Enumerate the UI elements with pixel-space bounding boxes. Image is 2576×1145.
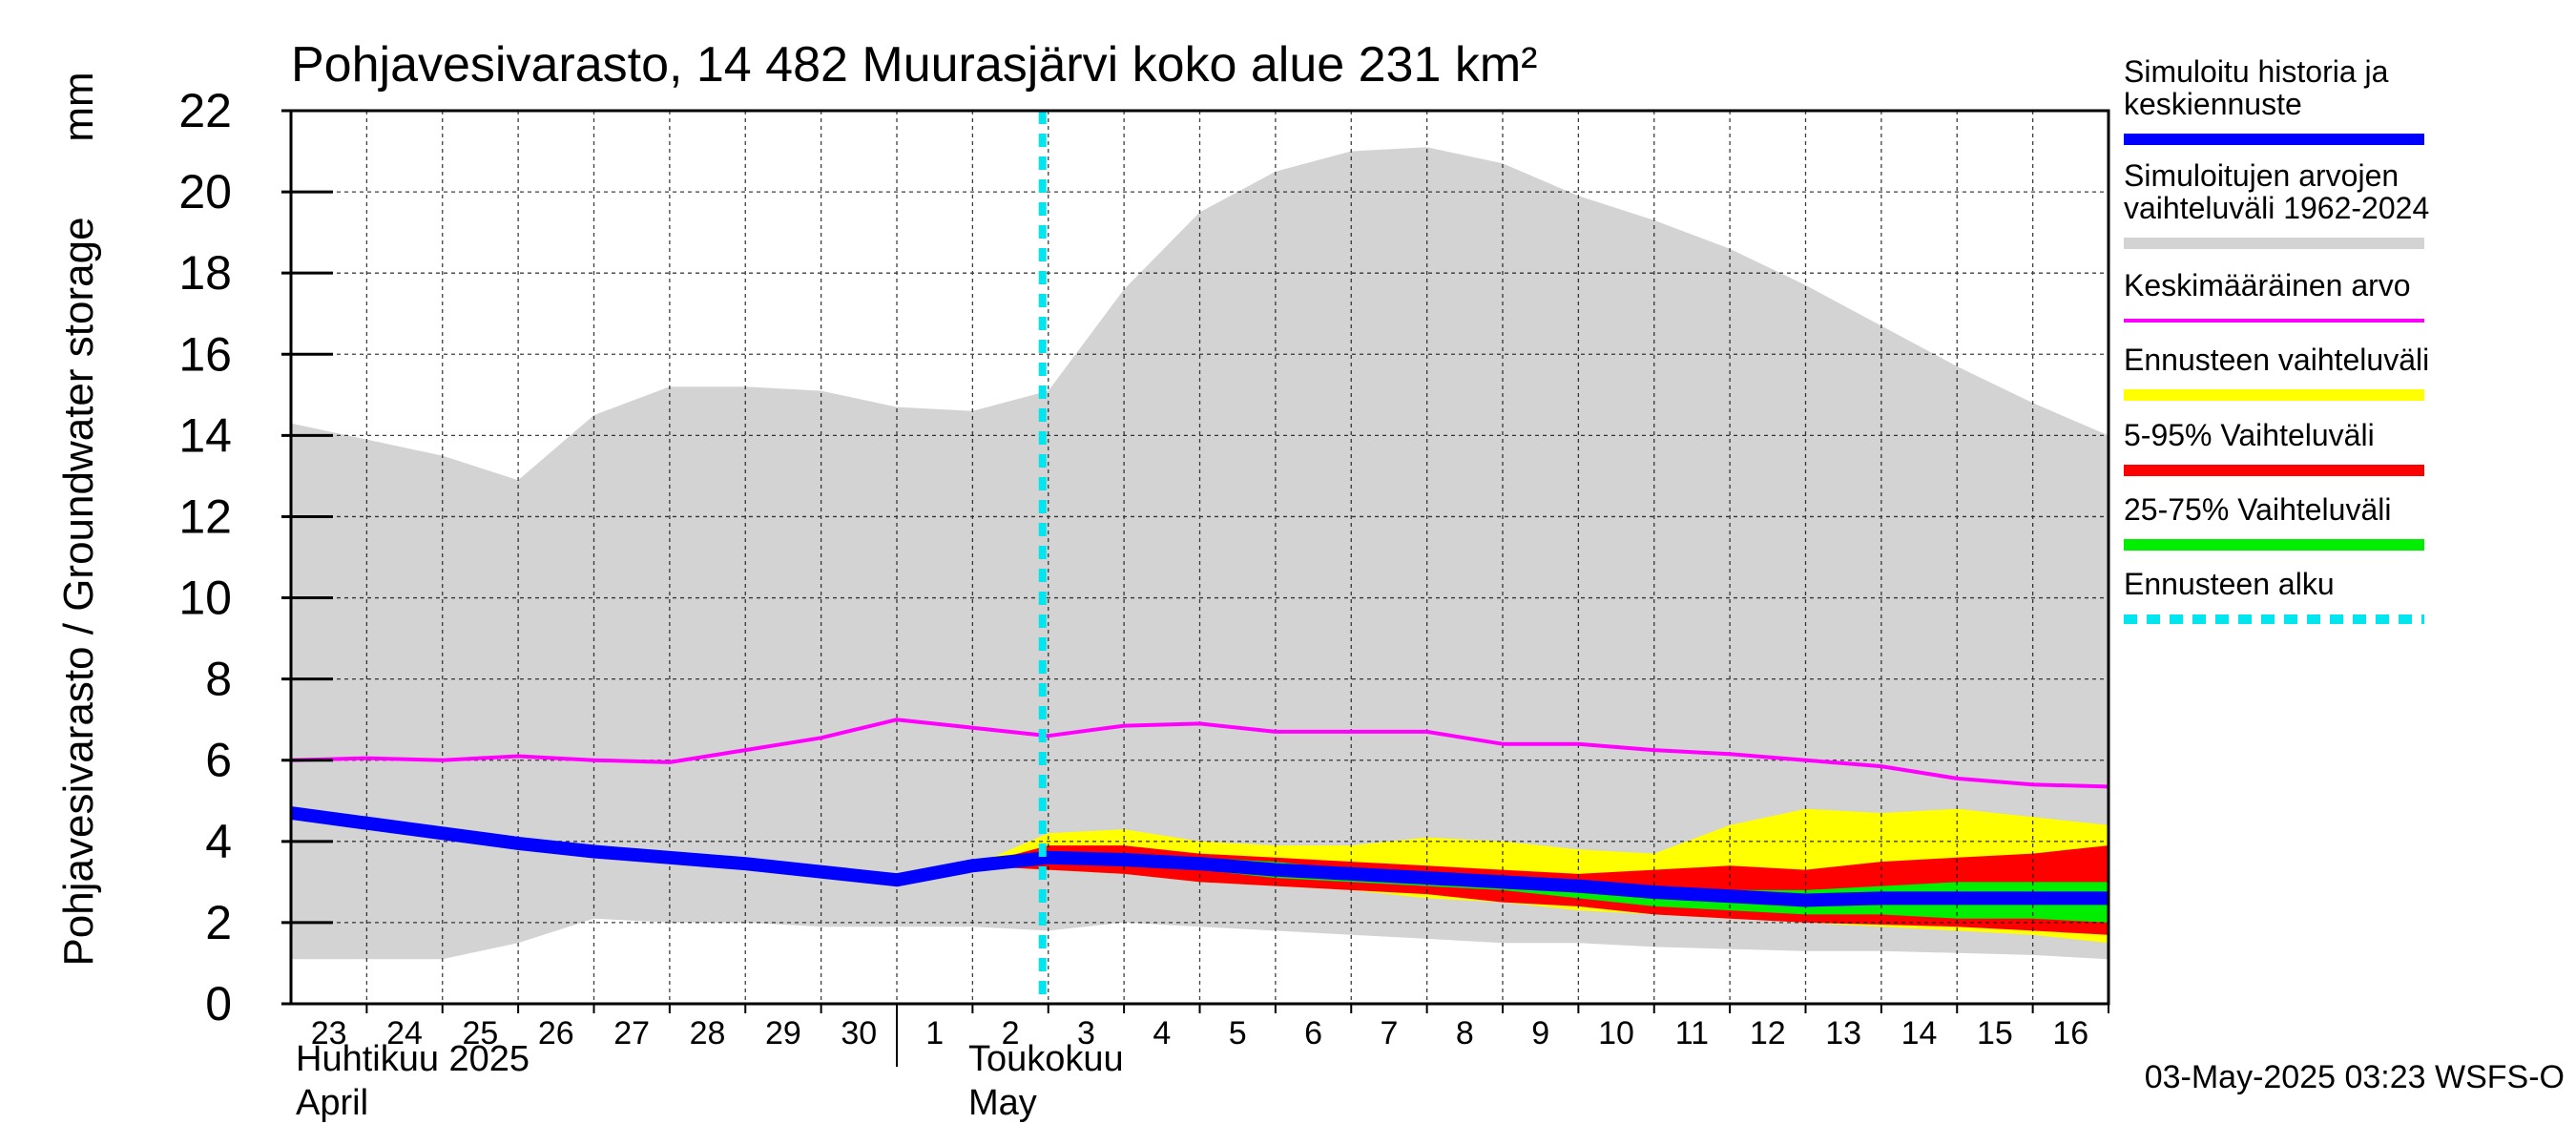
y-tick-label: 16 <box>178 327 232 381</box>
x-tick-label: 13 <box>1825 1015 1861 1051</box>
month-label-fi: Toukokuu <box>968 1039 1124 1079</box>
x-tick-label: 26 <box>538 1015 574 1051</box>
x-tick-label: 28 <box>690 1015 726 1051</box>
line-series-0 <box>290 718 2109 789</box>
x-tick-label: 5 <box>1229 1015 1247 1051</box>
x-tick-label: 8 <box>1456 1015 1474 1051</box>
chart-title: Pohjavesivarasto, 14 482 Muurasjärvi kok… <box>291 37 1537 93</box>
timestamp-footer: 03-May-2025 03:23 WSFS-O <box>2145 1059 2565 1095</box>
legend-label: Simuloitujen arvojen <box>2124 158 2399 193</box>
legend-label: Ennusteen alku <box>2124 567 2335 601</box>
x-tick-label: 30 <box>841 1015 877 1051</box>
line-series-1 <box>290 806 2109 907</box>
legend-item: 5-95% Vaihteluväli <box>2124 418 2424 476</box>
x-tick-label: 15 <box>1977 1015 2013 1051</box>
x-tick-label: 1 <box>925 1015 944 1051</box>
y-tick-label: 12 <box>178 489 232 543</box>
x-tick-label: 25 <box>463 1015 499 1051</box>
x-tick-label: 3 <box>1077 1015 1095 1051</box>
x-tick-label: 2 <box>1002 1015 1020 1051</box>
legend-item: Ennusteen alku <box>2124 567 2424 624</box>
x-tick-label: 23 <box>311 1015 347 1051</box>
legend: Simuloitu historia jakeskiennusteSimuloi… <box>2124 54 2429 624</box>
x-tick-label: 12 <box>1750 1015 1786 1051</box>
month-label-en: April <box>296 1083 368 1123</box>
legend-label: 5-95% Vaihteluväli <box>2124 418 2375 452</box>
legend-label: keskiennuste <box>2124 87 2302 121</box>
x-tick-label: 4 <box>1153 1015 1171 1051</box>
legend-label: vaihteluväli 1962-2024 <box>2124 191 2429 225</box>
legend-label: Simuloitu historia ja <box>2124 54 2389 89</box>
legend-item: 25-75% Vaihteluväli <box>2124 492 2424 551</box>
x-tick-label: 27 <box>613 1015 650 1051</box>
y-tick-label: 4 <box>205 815 232 868</box>
x-tick-label: 11 <box>1675 1015 1709 1051</box>
legend-label: 25-75% Vaihteluväli <box>2124 492 2391 527</box>
x-tick-label: 24 <box>386 1015 423 1051</box>
y-tick-label: 0 <box>205 977 232 1030</box>
legend-item: Keskimääräinen arvo <box>2124 268 2424 323</box>
y-tick-label: 14 <box>178 408 232 462</box>
y-axis-label: Pohjavesivarasto / Groundwater storage <box>55 217 102 966</box>
y-tick-label: 18 <box>178 246 232 300</box>
y-tick-label: 10 <box>178 572 232 625</box>
x-tick-label: 29 <box>765 1015 801 1051</box>
y-tick-label: 8 <box>205 653 232 706</box>
legend-label: Keskimääräinen arvo <box>2124 268 2411 302</box>
legend-item: Ennusteen vaihteluväli <box>2124 343 2429 401</box>
x-tick-label: 7 <box>1380 1015 1398 1051</box>
month-label-en: May <box>968 1083 1037 1123</box>
y-tick-label: 22 <box>178 84 232 137</box>
legend-label: Ennusteen vaihteluväli <box>2124 343 2429 377</box>
x-tick-label: 9 <box>1531 1015 1549 1051</box>
x-tick-label: 16 <box>2052 1015 2088 1051</box>
y-tick-label: 6 <box>205 734 232 787</box>
y-tick-label: 20 <box>178 165 232 219</box>
month-label-fi: Huhtikuu 2025 <box>296 1039 530 1079</box>
x-tick-label: 6 <box>1304 1015 1322 1051</box>
y-axis-unit: mm <box>55 72 102 141</box>
x-tick-label: 14 <box>1901 1015 1938 1051</box>
y-tick-label: 2 <box>205 896 232 949</box>
x-tick-label: 10 <box>1598 1015 1634 1051</box>
